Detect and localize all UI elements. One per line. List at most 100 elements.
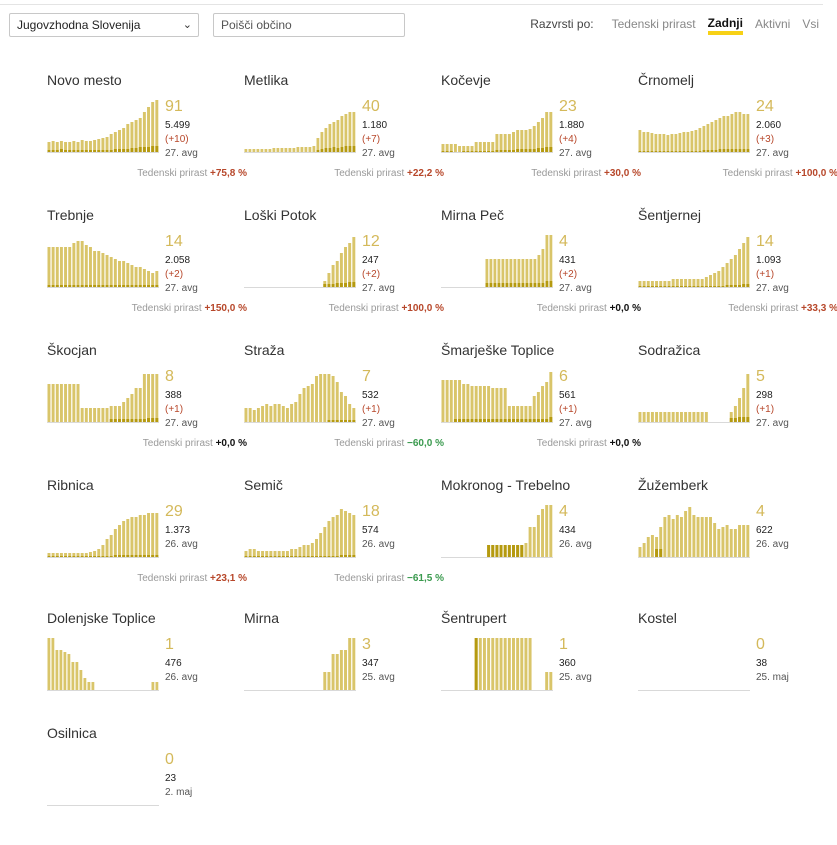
latest-value: 24 — [756, 98, 774, 115]
last-date: 26. avg — [559, 539, 592, 550]
sparkline-bar — [670, 134, 674, 152]
daily-change: (+4) — [559, 134, 578, 145]
sparkline-bar — [47, 553, 51, 557]
sparkline-bar — [97, 549, 101, 557]
municipality-card[interactable]: Šmarješke Toplice 6 561 (+1) 27. avg Tedenski… — [441, 342, 641, 462]
sparkline-bar — [678, 133, 682, 152]
sort-option-all[interactable]: Vsi — [802, 17, 819, 31]
sort-option-weekly[interactable]: Tedenski prirast — [611, 17, 696, 31]
sparkline-bar — [323, 527, 327, 557]
municipality-card[interactable]: Šentjernej 14 1.093 (+1) 27. avg Tedenski pri… — [638, 207, 837, 327]
sparkline-bar-active — [105, 556, 109, 557]
sparkline-bar — [352, 515, 356, 557]
sparkline-bar-active — [482, 151, 486, 152]
sparkline-bar-active — [706, 150, 710, 152]
sort-option-latest[interactable]: Zadnji — [707, 17, 743, 35]
sparkline-bar — [281, 406, 285, 422]
sparkline-bar-active — [298, 556, 302, 557]
sparkline-bar — [694, 130, 698, 152]
sparkline-bar — [134, 517, 138, 557]
sparkline-bar — [302, 545, 306, 557]
municipality-card[interactable]: Šentrupert 1 360 25. avg — [441, 610, 601, 730]
daily-change: (+2) — [165, 269, 184, 280]
top-divider — [0, 4, 823, 5]
sparkline-bar — [524, 130, 528, 152]
sparkline-bar — [80, 408, 84, 422]
total-cases: 532 — [362, 390, 379, 401]
sparkline-bar — [142, 374, 146, 422]
municipality-card[interactable]: Kostel 0 38 25. maj — [638, 610, 798, 730]
sparkline-bar-active — [738, 149, 742, 152]
sparkline-bar — [151, 513, 155, 557]
sparkline-bar-active — [458, 419, 462, 422]
municipality-card[interactable]: Mirna 3 347 25. avg — [244, 610, 404, 730]
sparkline-chart — [638, 374, 750, 423]
sparkline-bar-active — [151, 555, 155, 557]
sparkline-bar — [650, 412, 654, 422]
municipality-card[interactable]: Žužemberk 4 622 26. avg — [638, 477, 798, 597]
municipality-name: Trebnje — [47, 207, 94, 223]
municipality-card[interactable]: Novo mesto 91 5.499 (+10) 27. avg Tedenski pr… — [47, 72, 247, 192]
municipality-card[interactable]: Škocjan 8 388 (+1) 27. avg Tedenski prirast +… — [47, 342, 247, 462]
weekly-trend-value: +100,0 % — [401, 303, 444, 314]
municipality-card[interactable]: Semič 18 574 26. avg Tedenski prirast −61,5 … — [244, 477, 444, 597]
sparkline-bar — [462, 146, 466, 152]
sparkline-bar — [549, 672, 553, 690]
sparkline-bar-active — [55, 150, 59, 152]
sparkline-bar-active — [265, 556, 269, 557]
region-select[interactable]: Jugovzhodna Slovenija ⌄ — [9, 13, 199, 37]
sparkline-bar-active — [327, 420, 331, 422]
sparkline-bar — [109, 134, 113, 152]
total-cases: 1.093 — [756, 255, 782, 266]
sparkline-bar — [93, 408, 97, 422]
sparkline-bar-active — [76, 285, 80, 287]
sparkline-bar-active — [528, 419, 532, 422]
municipality-card[interactable]: Kočevje 23 1.880 (+4) 27. avg Tedenski priras… — [441, 72, 641, 192]
municipality-card[interactable]: Loški Potok 12 247 (+2) 27. avg Tedenski prir… — [244, 207, 444, 327]
total-cases: 23 — [165, 773, 177, 784]
municipality-card[interactable]: Mirna Peč 4 431 (+2) 27. avg Tedenski prirast… — [441, 207, 641, 327]
total-cases: 360 — [559, 658, 576, 669]
municipality-card[interactable]: Dolenjske Toplice 1 476 26. avg — [47, 610, 207, 730]
sparkline-bar — [93, 551, 97, 557]
sparkline-bar-active — [142, 555, 146, 557]
sparkline-bar — [729, 259, 733, 287]
sparkline-bar-active — [76, 150, 80, 152]
sparkline-bar-active — [138, 555, 142, 557]
municipality-search-input[interactable] — [213, 13, 405, 37]
sparkline-bar — [138, 267, 142, 287]
municipality-card[interactable]: Sodražica 5 298 (+1) 27. avg — [638, 342, 798, 462]
municipality-card[interactable]: Trebnje 14 2.058 (+2) 27. avg Tedenski priras… — [47, 207, 247, 327]
last-date: 27. avg — [756, 418, 789, 429]
sparkline-chart — [638, 237, 750, 288]
sparkline-bar-active — [155, 146, 159, 152]
total-cases: 476 — [165, 658, 182, 669]
sparkline-bar — [541, 118, 545, 152]
sort-option-active[interactable]: Aktivni — [754, 17, 791, 31]
weekly-trend-label: Tedenski prirast — [334, 168, 405, 179]
sparkline-bar — [331, 517, 335, 557]
sparkline-bar — [666, 135, 670, 152]
sparkline-bar — [336, 120, 340, 152]
municipality-name: Mokronog - Trebelno — [441, 477, 571, 493]
sparkline-bar-active — [692, 286, 696, 287]
municipality-card[interactable]: Straža 7 532 (+1) 27. avg Tedenski prirast −6… — [244, 342, 444, 462]
municipality-card[interactable]: Metlika 40 1.180 (+7) 27. avg Tedenski priras… — [244, 72, 444, 192]
sparkline-bar — [76, 142, 80, 152]
municipality-name: Semič — [244, 477, 283, 493]
municipality-card[interactable]: Črnomelj 24 2.060 (+3) 27. avg Tedenski prira… — [638, 72, 837, 192]
sparkline-bar — [302, 388, 306, 422]
sparkline-bar — [528, 129, 532, 152]
municipality-card[interactable]: Mokronog - Trebelno 4 434 26. avg — [441, 477, 601, 597]
municipality-card[interactable]: Osilnica 0 23 2. maj — [47, 725, 207, 845]
sparkline-bar — [79, 670, 83, 690]
sparkline-chart — [441, 112, 553, 153]
weekly-trend-label: Tedenski prirast — [131, 303, 202, 314]
sparkline-bar — [105, 255, 109, 287]
sparkline-bar — [688, 412, 692, 422]
municipality-card[interactable]: Ribnica 29 1.373 26. avg Tedenski prirast +2… — [47, 477, 247, 597]
latest-value: 5 — [756, 368, 765, 385]
latest-value: 4 — [559, 233, 568, 250]
sparkline-bar-active — [516, 149, 520, 152]
sparkline-bar-active — [335, 420, 339, 422]
